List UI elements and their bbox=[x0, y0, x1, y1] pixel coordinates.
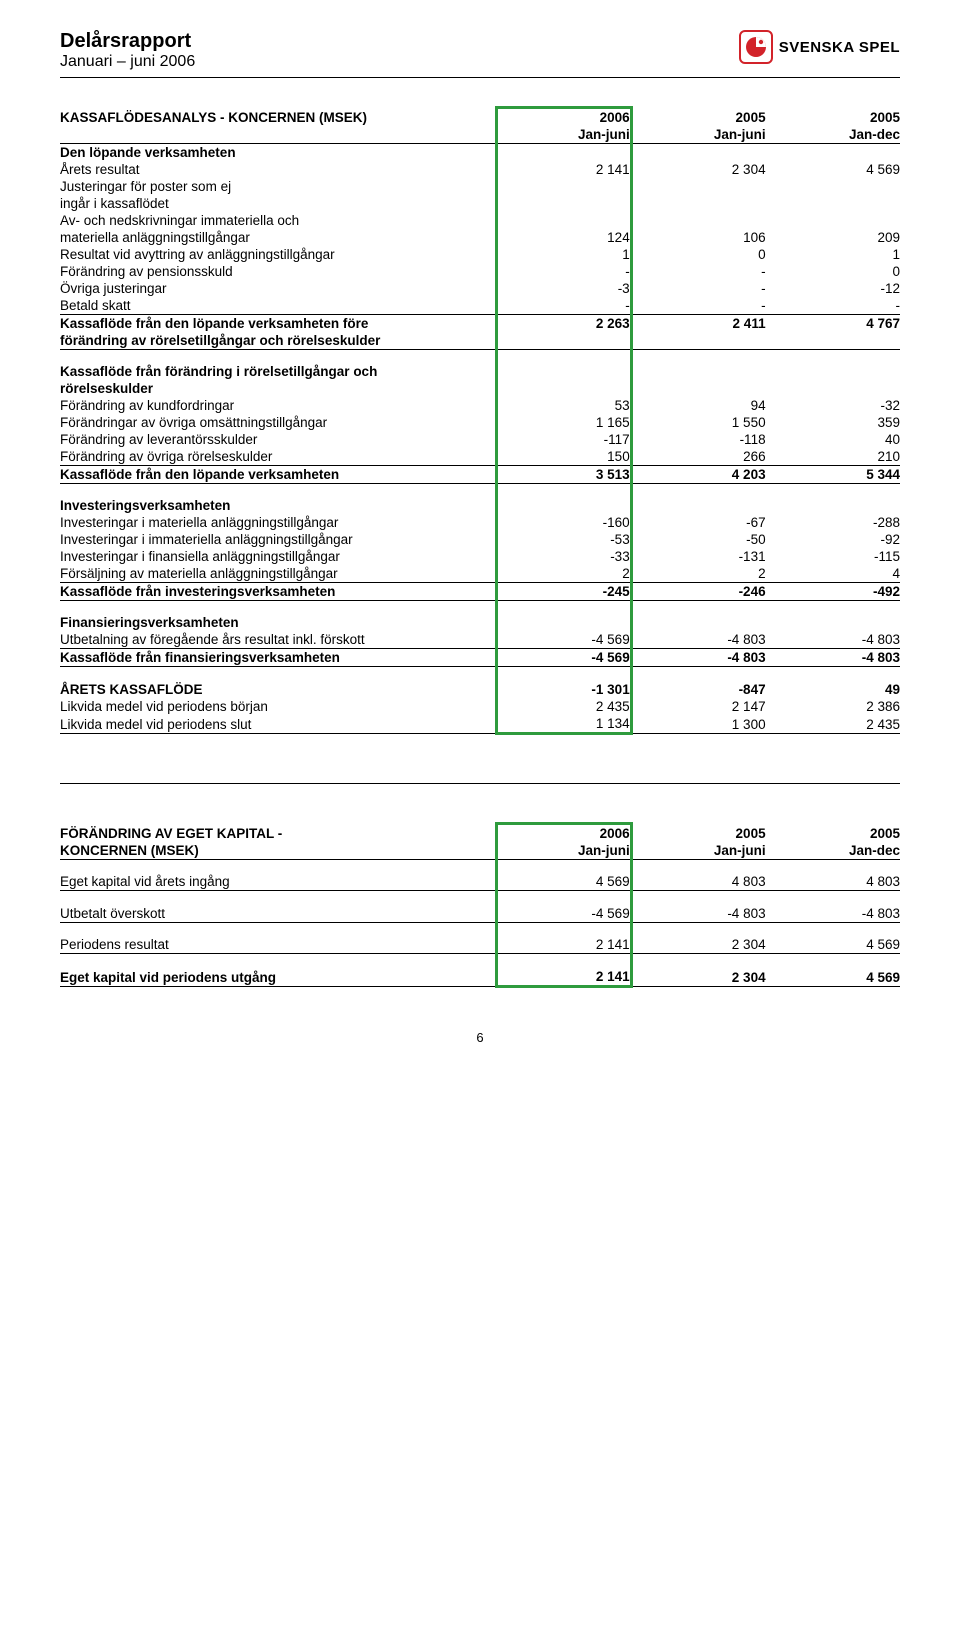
divider bbox=[60, 783, 900, 784]
page-number: 6 bbox=[60, 1030, 900, 1045]
col-2006: 2006 bbox=[497, 108, 631, 127]
page-header: Delårsrapport Januari – juni 2006 SVENSK… bbox=[60, 30, 900, 78]
report-subtitle: Januari – juni 2006 bbox=[60, 53, 195, 71]
col-2005a: 2005 bbox=[631, 108, 765, 127]
logo-text: SVENSKA SPEL bbox=[779, 39, 900, 56]
table1-title: KASSAFLÖDESANALYS - KONCERNEN (MSEK) bbox=[60, 108, 497, 127]
logo-icon bbox=[739, 30, 773, 64]
header-titles: Delårsrapport Januari – juni 2006 bbox=[60, 30, 195, 71]
svenska-spel-logo: SVENSKA SPEL bbox=[739, 30, 900, 64]
equity-change-table: FÖRÄNDRING AV EGET KAPITAL - 2006 2005 2… bbox=[60, 822, 900, 988]
col-2005b: 2005 bbox=[766, 108, 900, 127]
table2-title2: KONCERNEN (MSEK) bbox=[60, 842, 497, 860]
cashflow-table: KASSAFLÖDESANALYS - KONCERNEN (MSEK) 200… bbox=[60, 106, 900, 735]
report-title: Delårsrapport bbox=[60, 30, 195, 53]
table2-title1: FÖRÄNDRING AV EGET KAPITAL - bbox=[60, 823, 497, 842]
